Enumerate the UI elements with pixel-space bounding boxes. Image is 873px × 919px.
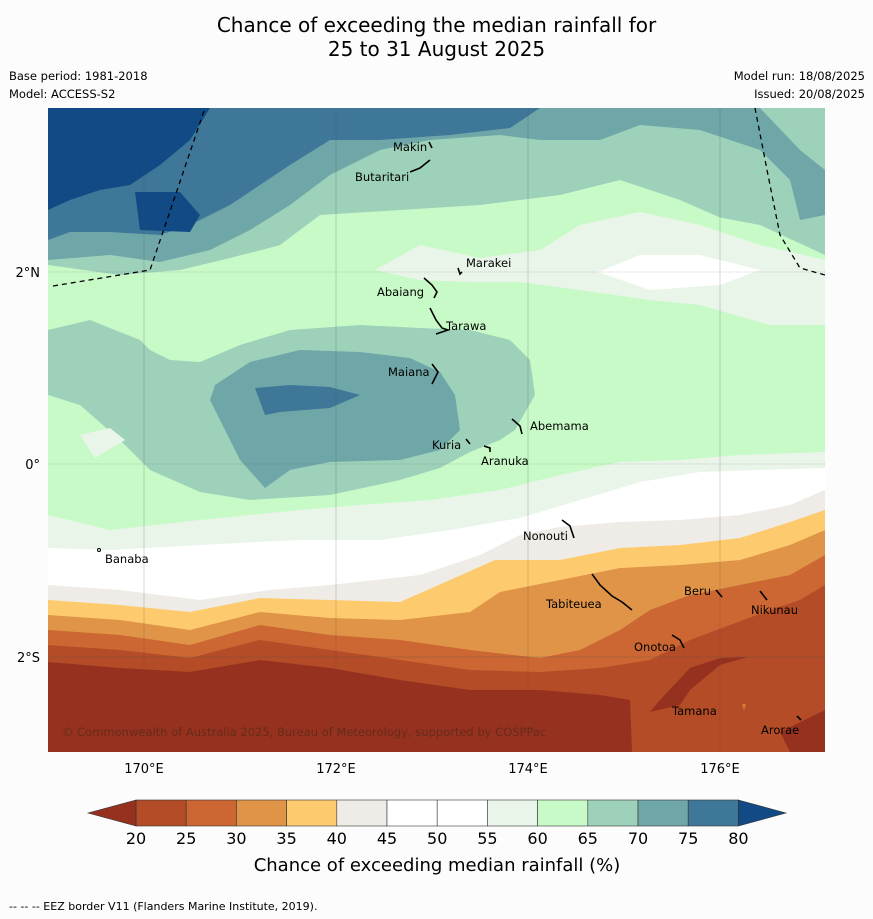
lon-label-172e: 172°E (316, 762, 356, 777)
contour-80-plus (48, 108, 210, 210)
place-label: Abemama (530, 419, 589, 433)
place-label: Nikunau (751, 603, 798, 617)
map-title-line2: 25 to 31 August 2025 (327, 37, 546, 61)
colorbar-tick-label: 75 (678, 829, 698, 848)
place-label: Onotoa (634, 640, 676, 654)
colorbar-segment (185, 799, 237, 827)
colorbar-tick-label: 25 (176, 829, 196, 848)
place-labels: Makin Butaritari Marakei Abaiang Tarawa … (105, 140, 799, 737)
issued-date: Issued: 20/08/2025 (754, 87, 865, 101)
lat-label-0: 0° (25, 458, 40, 473)
banaba-marker (97, 548, 101, 552)
contour-80-plus-patch (135, 192, 200, 232)
base-period: Base period: 1981-2018 (9, 69, 148, 83)
contour-70-75-centre (210, 350, 460, 488)
colorbar-segment (687, 799, 739, 827)
colorbar-tick-label: 20 (126, 829, 146, 848)
contour-below-20-east (650, 657, 748, 712)
place-label: Tabiteuea (545, 597, 602, 611)
place-label: Tamana (671, 704, 717, 718)
colorbar-segment (336, 799, 388, 827)
contour-below-20-west (48, 660, 632, 752)
place-label: Arorae (761, 723, 799, 737)
place-label: Kuria (432, 438, 461, 452)
colorbar-tick-label: 70 (628, 829, 648, 848)
colorbar-segment (637, 799, 689, 827)
colorbar-segment (436, 799, 488, 827)
contour-50-55-top (598, 255, 760, 290)
colorbar-segment (386, 799, 438, 827)
colorbar-segment (487, 799, 538, 827)
colorbar-tick-label: 65 (578, 829, 598, 848)
contour-fill (48, 108, 825, 752)
map-title-line1: Chance of exceeding the median rainfall … (216, 13, 657, 37)
eez-footer: -- -- -- EEZ border V11 (Flanders Marine… (9, 900, 318, 913)
colorbar-segment (587, 799, 639, 827)
place-label: Maiana (388, 365, 430, 379)
eez-border (52, 108, 825, 287)
lon-label-174e: 174°E (508, 762, 548, 777)
place-label: Marakei (466, 256, 511, 270)
place-label: Aranuka (481, 454, 529, 468)
colorbar-low-extension (86, 799, 137, 827)
colorbar-segment (236, 799, 287, 827)
contour-75-80-centre (255, 385, 360, 415)
colorbar-tick-label: 40 (327, 829, 347, 848)
lon-label-170e: 170°E (124, 762, 164, 777)
colorbar-tick-label: 50 (427, 829, 447, 848)
colorbar-label: Chance of exceeding median rainfall (%) (254, 855, 621, 876)
lon-tick-labels: 170°E 172°E 174°E 176°E (124, 762, 740, 777)
colorbar-tick-label: 55 (477, 829, 497, 848)
colorbar-tick-labels: 20 25 30 35 40 45 50 55 60 65 70 75 80 (126, 829, 749, 848)
colorbar-high-extension (738, 799, 788, 827)
island-shapes (409, 141, 802, 721)
lat-tick-labels: 2°N 0° 2°S (16, 266, 41, 666)
contour-below-20-corner (780, 710, 825, 752)
place-label: Nonouti (523, 529, 568, 543)
model-run: Model run: 18/08/2025 (733, 69, 865, 83)
place-label: Butaritari (355, 170, 409, 184)
colorbar (86, 799, 788, 827)
contour-55-60-top (375, 212, 825, 325)
lat-label-2s: 2°S (17, 651, 40, 666)
place-label: Tarawa (445, 319, 486, 333)
colorbar-tick-label: 60 (527, 829, 547, 848)
lon-label-176e: 176°E (700, 762, 740, 777)
lat-label-2n: 2°N (16, 266, 41, 281)
colorbar-tick-label: 30 (226, 829, 246, 848)
colorbar-segment (537, 799, 589, 827)
colorbar-segment (135, 799, 187, 827)
model-name: Model: ACCESS-S2 (9, 87, 116, 101)
copyright-text: © Commonwealth of Australia 2025, Bureau… (62, 725, 546, 739)
colorbar-segment (286, 799, 338, 827)
colorbar-tick-label: 45 (377, 829, 397, 848)
colorbar-tick-label: 80 (728, 829, 748, 848)
contour-55-60-patch (80, 428, 125, 458)
tamana-marker (742, 704, 746, 711)
place-label: Banaba (105, 552, 149, 566)
place-label: Abaiang (377, 285, 424, 299)
place-label: Beru (684, 584, 711, 598)
place-label: Makin (393, 140, 427, 154)
colorbar-tick-label: 35 (276, 829, 296, 848)
gridlines (48, 108, 825, 752)
